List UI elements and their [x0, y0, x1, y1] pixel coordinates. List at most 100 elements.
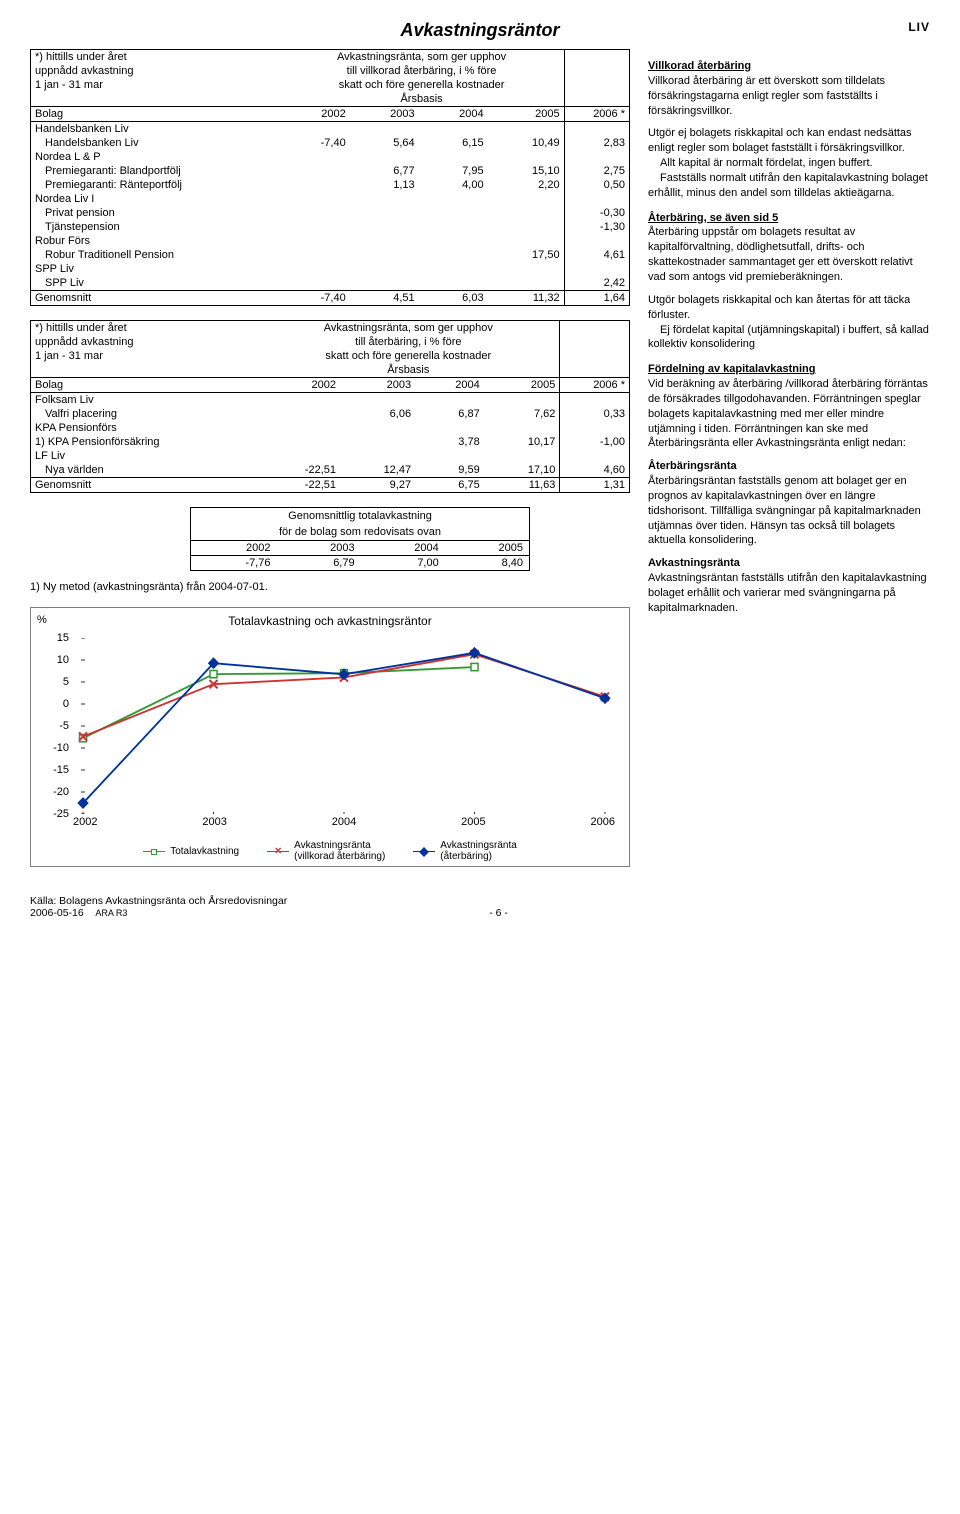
table-cell [257, 449, 340, 463]
t2-note-3: 1 jan - 31 mar [31, 349, 258, 363]
table-cell [257, 421, 340, 435]
table-cell [350, 276, 419, 291]
table-cell [484, 393, 560, 408]
table-cell: 4,60 [560, 463, 630, 478]
t2-desc-3: skatt och före generella kostnader [257, 349, 560, 363]
table-cell [419, 262, 488, 276]
table-row-label: Nordea Liv I [31, 192, 280, 206]
y-tick-label: 10 [37, 654, 69, 666]
rp-6: Återbäringsräntan fastställs genom att b… [648, 474, 930, 548]
chart: % Totalavkastning och avkastningsräntor … [30, 607, 630, 867]
chart-title: Totalavkastning och avkastningsräntor [31, 614, 629, 628]
table-cell: 12,47 [340, 463, 415, 478]
table-cell [488, 262, 565, 276]
table-row-label: Premiegaranti: Ränteportfölj [31, 178, 280, 192]
table-cell [280, 248, 350, 262]
table-cell: 17,10 [484, 463, 560, 478]
rh-4: Återbäringsränta [648, 459, 930, 474]
table-cell [280, 122, 350, 137]
table-1: *) hittills under året Avkastningsränta,… [30, 49, 630, 306]
table-row-label: KPA Pensionförs [31, 421, 258, 435]
table-cell [488, 150, 565, 164]
table-cell: 1,64 [564, 291, 629, 306]
table-cell [560, 421, 630, 435]
table-row-label: Folksam Liv [31, 393, 258, 408]
table-row-label: SPP Liv [31, 276, 280, 291]
table-cell [340, 435, 415, 449]
table-cell: 6,03 [419, 291, 488, 306]
table-cell: -1,30 [564, 220, 629, 234]
table-cell [419, 220, 488, 234]
table-cell [419, 122, 488, 137]
table-cell [340, 393, 415, 408]
table-cell [484, 449, 560, 463]
table-cell: 4,61 [564, 248, 629, 262]
table-cell: 11,63 [484, 478, 560, 493]
rp-3: Återbäring uppstår om bolagets resultat … [648, 225, 930, 284]
table-cell [340, 421, 415, 435]
table-cell: 6,77 [350, 164, 419, 178]
table-cell [564, 122, 629, 137]
rp-2: Utgör ej bolagets riskkapital och kan en… [648, 126, 930, 156]
table-row-label: 1) KPA Pensionförsäkring [31, 435, 258, 449]
table-cell [340, 449, 415, 463]
y-tick-label: 15 [37, 632, 69, 644]
table-cell [350, 206, 419, 220]
table-cell: 5,64 [350, 136, 419, 150]
rp-2c: Fastställs normalt utifrån den kapitalav… [648, 171, 930, 201]
table-cell: 9,59 [415, 463, 484, 478]
rp-4b: Ej fördelat kapital (utjämningskapital) … [648, 323, 930, 353]
table-row-label: Robur Traditionell Pension [31, 248, 280, 262]
table-cell [280, 178, 350, 192]
t2-note-2: uppnådd avkastning [31, 335, 258, 349]
table-cell: 2,75 [564, 164, 629, 178]
table-cell [419, 248, 488, 262]
table-cell [419, 206, 488, 220]
corner-label: LIV [908, 20, 930, 34]
t2-basis: Årsbasis [257, 363, 560, 378]
table-cell: 2,42 [564, 276, 629, 291]
legend-item: ×Avkastningsränta(villkorad återbäring) [267, 840, 385, 862]
table-cell [350, 248, 419, 262]
t2-hdr-label: Bolag [31, 378, 258, 393]
table-cell [564, 262, 629, 276]
x-tick-label: 2005 [461, 816, 485, 828]
footer: Källa: Bolagens Avkastningsränta och Års… [30, 895, 930, 919]
table-cell [564, 234, 629, 248]
table-cell [350, 122, 419, 137]
t2-desc-2: till återbäring, i % före [257, 335, 560, 349]
table-cell: 4,00 [419, 178, 488, 192]
rp-4: Utgör bolagets riskkapital och kan återt… [648, 293, 930, 323]
table-cell [419, 276, 488, 291]
t1-y4: 2005 [488, 107, 565, 122]
table-cell [257, 435, 340, 449]
table-cell [488, 122, 565, 137]
table-cell [488, 220, 565, 234]
table-cell [415, 393, 484, 408]
table-cell [280, 150, 350, 164]
table-cell [280, 262, 350, 276]
definitions-column: Villkorad återbäring Villkorad återbärin… [648, 49, 930, 624]
table-cell [280, 206, 350, 220]
t1-y2: 2003 [350, 107, 419, 122]
t2-note-1: *) hittills under året [31, 321, 258, 336]
table-cell: -7,40 [280, 291, 350, 306]
table-row-label: Nya världen [31, 463, 258, 478]
x-tick-label: 2006 [591, 816, 615, 828]
table-cell: 3,78 [415, 435, 484, 449]
table-cell: -1,00 [560, 435, 630, 449]
table-cell [350, 150, 419, 164]
y-tick-label: -20 [37, 786, 69, 798]
y-tick-label: 5 [37, 676, 69, 688]
y-tick-label: -25 [37, 808, 69, 820]
y-tick-label: -10 [37, 742, 69, 754]
table-cell: 7,95 [419, 164, 488, 178]
x-tick-label: 2003 [202, 816, 226, 828]
t1-desc-2: till villkorad återbäring, i % före [280, 64, 565, 78]
t1-y5: 2006 * [564, 107, 629, 122]
table-row-label: Genomsnitt [31, 478, 258, 493]
table-row-label: Robur Förs [31, 234, 280, 248]
table-cell: 11,32 [488, 291, 565, 306]
table-cell: 6,87 [415, 407, 484, 421]
table-row-label: Valfri placering [31, 407, 258, 421]
